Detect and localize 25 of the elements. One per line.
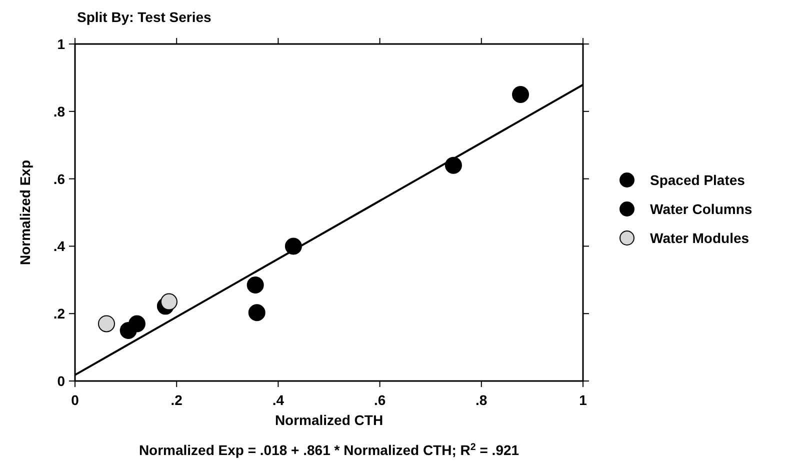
y-tick-label: .6 — [53, 170, 66, 187]
x-tick-label: .2 — [170, 392, 183, 408]
y-axis-title: Normalized Exp — [17, 160, 33, 266]
point — [98, 315, 115, 332]
x-tick-label: .4 — [272, 392, 284, 408]
x-tick-label: .6 — [374, 392, 386, 408]
x-tick-label: .8 — [476, 392, 488, 408]
legend-label: Water Modules — [650, 230, 750, 246]
chart-title: Split By: Test Series — [77, 9, 212, 25]
text: Normalized Exp = .018 + .861 * Normalized CTH; R$^{2}$ = .921 — [138, 442, 520, 458]
y-tick-label: .2 — [53, 306, 66, 322]
point — [512, 86, 530, 104]
point — [128, 315, 146, 332]
point — [246, 276, 264, 294]
point — [248, 304, 266, 322]
y-tick-label: .8 — [53, 103, 66, 120]
legend-label: Water Columns — [650, 201, 752, 217]
y-tick-label: .4 — [53, 238, 66, 254]
point — [160, 293, 178, 310]
x-axis-title: Normalized CTH — [274, 412, 384, 428]
y-tick-label: 0 — [57, 373, 66, 389]
y-tick-label: 1 — [57, 36, 66, 52]
x-tick-label: 0 — [71, 392, 80, 408]
legend-label: Spaced Plates — [650, 172, 746, 188]
x-tick-label: 1 — [579, 392, 588, 408]
